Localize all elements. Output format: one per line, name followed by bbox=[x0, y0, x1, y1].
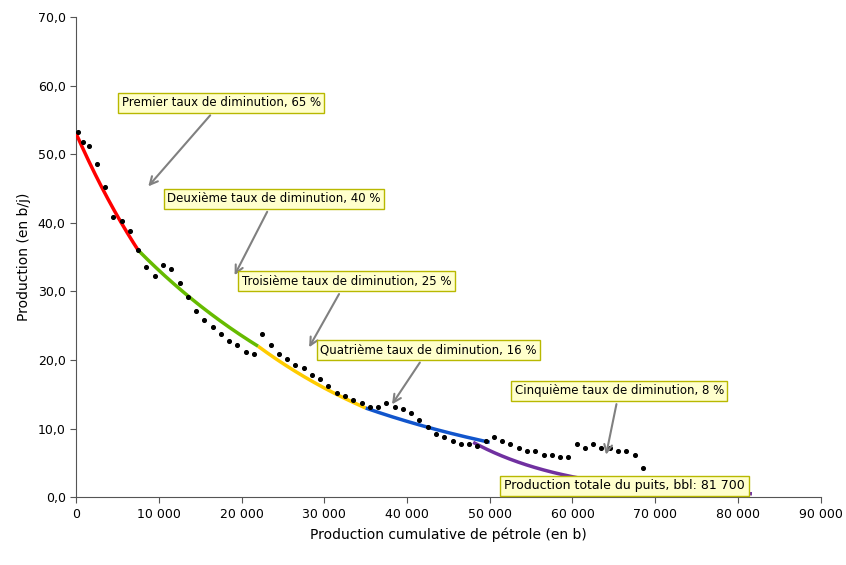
Text: Quatrième taux de diminution, 16 %: Quatrième taux de diminution, 16 % bbox=[320, 343, 536, 402]
Point bbox=[98, 182, 112, 192]
Point bbox=[487, 432, 501, 441]
Point bbox=[611, 446, 624, 455]
Point bbox=[247, 350, 261, 359]
Point bbox=[363, 402, 376, 411]
Point bbox=[82, 141, 96, 150]
Point bbox=[354, 398, 368, 407]
Point bbox=[454, 439, 468, 448]
Point bbox=[387, 402, 401, 411]
Point bbox=[214, 329, 228, 338]
Point bbox=[288, 361, 302, 370]
Text: Cinquième taux de diminution, 8 %: Cinquième taux de diminution, 8 % bbox=[514, 384, 724, 453]
Point bbox=[628, 450, 641, 459]
Point bbox=[206, 323, 219, 332]
Point bbox=[140, 263, 153, 272]
Point bbox=[280, 354, 294, 363]
Point bbox=[404, 409, 418, 418]
Point bbox=[437, 432, 451, 441]
Point bbox=[313, 375, 327, 384]
Point bbox=[157, 261, 170, 270]
Text: Troisième taux de diminution, 25 %: Troisième taux de diminution, 25 % bbox=[242, 275, 451, 345]
Text: Premier taux de diminution, 65 %: Premier taux de diminution, 65 % bbox=[122, 96, 321, 185]
Point bbox=[520, 446, 534, 455]
Point bbox=[124, 227, 137, 236]
Point bbox=[264, 340, 277, 349]
Point bbox=[107, 213, 120, 222]
Point bbox=[222, 336, 236, 345]
Point bbox=[330, 388, 343, 397]
Point bbox=[380, 398, 393, 407]
Text: Deuxième taux de diminution, 40 %: Deuxième taux de diminution, 40 % bbox=[168, 192, 381, 273]
Point bbox=[164, 265, 178, 274]
Point bbox=[272, 350, 286, 359]
Point bbox=[512, 444, 525, 453]
Point bbox=[553, 453, 567, 462]
Point bbox=[503, 439, 517, 448]
Point bbox=[347, 396, 360, 405]
Point bbox=[562, 453, 575, 462]
Point bbox=[496, 436, 509, 445]
Point bbox=[338, 391, 352, 400]
Point bbox=[595, 444, 608, 453]
Point bbox=[636, 464, 650, 473]
Point bbox=[545, 450, 558, 459]
Point bbox=[586, 439, 600, 448]
Point bbox=[446, 436, 459, 445]
Point bbox=[71, 128, 85, 137]
Point bbox=[148, 272, 162, 281]
Point bbox=[429, 429, 442, 438]
Point bbox=[603, 444, 617, 453]
Point bbox=[619, 446, 633, 455]
X-axis label: Production cumulative de pétrole (en b): Production cumulative de pétrole (en b) bbox=[310, 528, 587, 542]
Point bbox=[181, 292, 195, 301]
Point bbox=[198, 316, 212, 325]
Point bbox=[190, 306, 203, 315]
Point bbox=[173, 279, 186, 288]
Point bbox=[231, 340, 244, 349]
Point bbox=[76, 137, 90, 146]
Point bbox=[536, 450, 550, 459]
Point bbox=[239, 347, 252, 357]
Point bbox=[529, 446, 542, 455]
Point bbox=[90, 160, 103, 169]
Point bbox=[131, 246, 145, 255]
Point bbox=[413, 416, 426, 425]
Text: Production totale du puits, bbl: 81 700: Production totale du puits, bbl: 81 700 bbox=[504, 479, 745, 493]
Point bbox=[297, 364, 310, 373]
Point bbox=[421, 423, 435, 432]
Point bbox=[305, 371, 319, 380]
Point bbox=[255, 329, 269, 338]
Y-axis label: Production (en b/j): Production (en b/j) bbox=[17, 193, 30, 321]
Point bbox=[470, 441, 484, 450]
Point bbox=[479, 436, 492, 445]
Point bbox=[371, 402, 385, 411]
Point bbox=[321, 381, 335, 390]
Point bbox=[462, 439, 475, 448]
Point bbox=[570, 439, 584, 448]
Point bbox=[578, 444, 591, 453]
Point bbox=[115, 217, 129, 226]
Point bbox=[396, 405, 409, 414]
